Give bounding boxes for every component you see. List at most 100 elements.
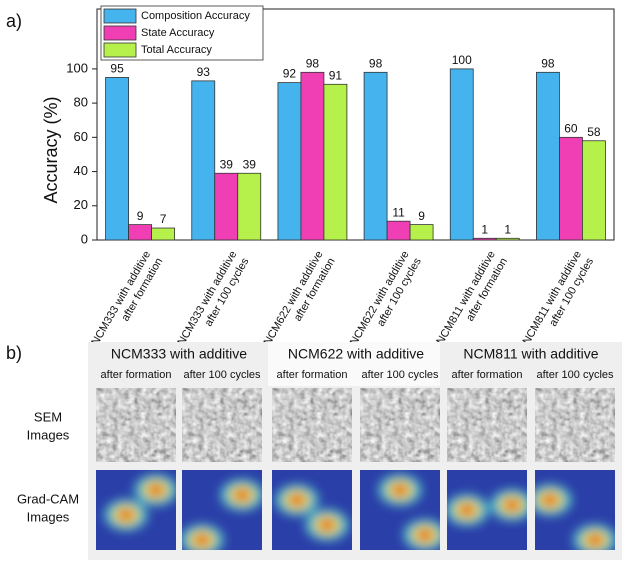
gradcam-heat — [104, 474, 176, 531]
value-label: 39 — [220, 157, 234, 171]
heat-core — [120, 510, 132, 520]
gradcam-image — [535, 470, 615, 550]
sem-image — [360, 388, 440, 462]
gradcam-heat — [447, 489, 527, 526]
image-cells: NCM333 with additive after formation after… — [17, 346, 615, 550]
sem-texture — [360, 388, 440, 462]
legend-swatch — [103, 42, 137, 58]
column-label: after formation — [277, 369, 348, 381]
sem-texture — [96, 388, 176, 462]
value-label: 98 — [541, 56, 555, 70]
y-tick-label: 20 — [74, 197, 88, 212]
y-tick-label: 60 — [74, 129, 88, 144]
sem-image — [96, 388, 176, 462]
gradcam-image — [360, 470, 440, 550]
bar — [449, 68, 474, 241]
bar — [323, 83, 348, 241]
y-tick-label: 80 — [74, 95, 88, 110]
value-label: 9 — [137, 209, 144, 223]
legend-swatch — [103, 25, 137, 41]
heat-core — [544, 495, 556, 505]
sem-image — [535, 388, 615, 462]
row-label: SEM — [34, 409, 62, 424]
bar — [536, 71, 560, 241]
gradcam-heat — [535, 484, 615, 550]
heat-core — [236, 490, 248, 500]
bar — [472, 237, 497, 241]
gradcam-heat — [182, 479, 262, 550]
column-label: after 100 cycles — [361, 369, 439, 381]
value-label: 60 — [564, 122, 578, 136]
value-label: 92 — [283, 67, 297, 81]
legend-label: Total Accuracy — [141, 44, 212, 56]
bar — [277, 82, 302, 241]
heat-core — [196, 535, 208, 545]
sem-texture — [182, 388, 262, 462]
bar — [105, 77, 129, 241]
value-label: 93 — [197, 65, 211, 79]
value-label: 98 — [369, 56, 383, 70]
heat-core — [291, 495, 303, 505]
legend-swatch — [103, 8, 137, 24]
column-label: after formation — [101, 369, 172, 381]
y-axis-label: Accuracy (%) — [41, 96, 61, 203]
column-label: after 100 cycles — [536, 369, 614, 381]
bar — [237, 172, 262, 241]
image-panel: NCM333 with additive after formation after… — [17, 342, 622, 560]
plot-frame — [96, 8, 615, 241]
bar — [191, 80, 216, 241]
column-label: after 100 cycles — [183, 369, 261, 381]
bar — [363, 71, 388, 241]
y-tick-label: 0 — [81, 231, 88, 246]
bar — [409, 224, 434, 241]
value-label: 9 — [418, 209, 425, 223]
value-label: 58 — [587, 125, 601, 139]
heat-core — [419, 530, 431, 540]
group-title: NCM622 with additive — [288, 346, 424, 362]
panel-label: a) — [6, 11, 22, 31]
y-tick-label: 100 — [66, 60, 88, 75]
sem-texture — [535, 388, 615, 462]
panel-label: b) — [6, 343, 22, 363]
value-label: 91 — [329, 68, 343, 82]
bar — [386, 220, 411, 241]
gradcam-image — [447, 470, 527, 550]
sem-image — [447, 388, 527, 462]
bar — [582, 140, 606, 241]
value-label: 39 — [243, 157, 257, 171]
gradcam-heat — [275, 484, 349, 541]
gradcam-heat — [378, 474, 440, 550]
group-title: NCM333 with additive — [111, 346, 247, 362]
bar — [128, 224, 152, 241]
group-title: NCM811 with additive — [463, 346, 598, 362]
value-label: 1 — [504, 222, 511, 236]
row-label: Images — [27, 427, 70, 442]
heat-core — [150, 485, 162, 495]
row-label: Grad-CAM — [17, 491, 79, 506]
value-label: 100 — [452, 53, 472, 67]
gradcam-image — [96, 470, 176, 550]
bar — [214, 172, 239, 241]
bar — [151, 227, 175, 241]
sem-texture — [272, 388, 352, 462]
gradcam-image — [182, 470, 262, 550]
legend-label: Composition Accuracy — [141, 10, 250, 22]
sem-image — [272, 388, 352, 462]
heat-core — [506, 500, 518, 510]
value-label: 1 — [481, 222, 488, 236]
header-background — [268, 342, 440, 386]
legend-label: State Accuracy — [141, 27, 215, 39]
bar — [559, 136, 583, 241]
y-tick-label: 40 — [74, 163, 88, 178]
bar — [495, 237, 520, 241]
heat-core — [321, 520, 333, 530]
value-label: 95 — [110, 62, 124, 76]
sem-texture — [447, 388, 527, 462]
